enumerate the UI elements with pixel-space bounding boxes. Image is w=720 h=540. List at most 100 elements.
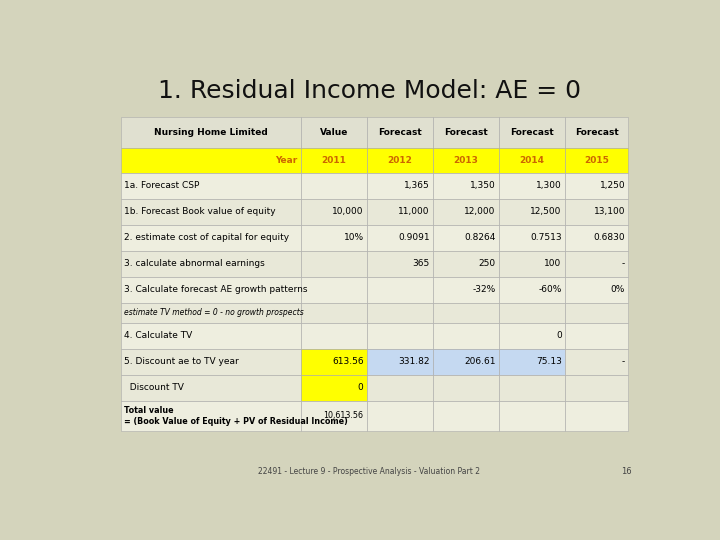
FancyBboxPatch shape xyxy=(433,401,499,431)
Text: Forecast: Forecast xyxy=(378,128,422,137)
FancyBboxPatch shape xyxy=(499,173,565,199)
FancyBboxPatch shape xyxy=(565,225,629,251)
FancyBboxPatch shape xyxy=(565,375,629,401)
FancyBboxPatch shape xyxy=(565,323,629,349)
Text: 100: 100 xyxy=(544,259,562,268)
FancyBboxPatch shape xyxy=(301,349,367,375)
Text: estimate TV method = 0 - no growth prospects: estimate TV method = 0 - no growth prosp… xyxy=(124,308,304,318)
FancyBboxPatch shape xyxy=(565,173,629,199)
FancyBboxPatch shape xyxy=(121,375,301,401)
FancyBboxPatch shape xyxy=(367,401,433,431)
Text: 2. estimate cost of capital for equity: 2. estimate cost of capital for equity xyxy=(124,233,289,242)
FancyBboxPatch shape xyxy=(433,277,499,303)
Text: Total value
= (Book Value of Equity + PV of Residual Income): Total value = (Book Value of Equity + PV… xyxy=(124,406,348,426)
FancyBboxPatch shape xyxy=(367,173,433,199)
Text: 2015: 2015 xyxy=(585,156,609,165)
FancyBboxPatch shape xyxy=(499,277,565,303)
Text: 0.6830: 0.6830 xyxy=(593,233,625,242)
Text: 206.61: 206.61 xyxy=(464,357,495,366)
Text: 250: 250 xyxy=(479,259,495,268)
Text: 22491 - Lecture 9 - Prospective Analysis - Valuation Part 2: 22491 - Lecture 9 - Prospective Analysis… xyxy=(258,467,480,476)
FancyBboxPatch shape xyxy=(433,173,499,199)
FancyBboxPatch shape xyxy=(121,323,301,349)
Text: 10%: 10% xyxy=(343,233,364,242)
FancyBboxPatch shape xyxy=(121,303,301,323)
Text: 1,300: 1,300 xyxy=(536,181,562,191)
FancyBboxPatch shape xyxy=(367,375,433,401)
FancyBboxPatch shape xyxy=(499,199,565,225)
FancyBboxPatch shape xyxy=(367,225,433,251)
FancyBboxPatch shape xyxy=(499,251,565,277)
FancyBboxPatch shape xyxy=(301,251,367,277)
Text: -32%: -32% xyxy=(472,285,495,294)
Text: 4. Calculate TV: 4. Calculate TV xyxy=(124,332,192,340)
Text: 3. Calculate forecast AE growth patterns: 3. Calculate forecast AE growth patterns xyxy=(124,285,307,294)
Text: 11,000: 11,000 xyxy=(398,207,430,217)
FancyBboxPatch shape xyxy=(433,323,499,349)
FancyBboxPatch shape xyxy=(301,199,367,225)
Text: Value: Value xyxy=(320,128,348,137)
Text: 1. Residual Income Model: AE = 0: 1. Residual Income Model: AE = 0 xyxy=(158,79,580,103)
Text: 3. calculate abnormal earnings: 3. calculate abnormal earnings xyxy=(124,259,265,268)
FancyBboxPatch shape xyxy=(367,117,433,148)
FancyBboxPatch shape xyxy=(301,277,367,303)
Text: 16: 16 xyxy=(621,467,631,476)
FancyBboxPatch shape xyxy=(565,251,629,277)
Text: 1,350: 1,350 xyxy=(470,181,495,191)
Text: 613.56: 613.56 xyxy=(332,357,364,366)
FancyBboxPatch shape xyxy=(433,117,499,148)
Text: Forecast: Forecast xyxy=(444,128,488,137)
FancyBboxPatch shape xyxy=(499,323,565,349)
FancyBboxPatch shape xyxy=(367,277,433,303)
Text: -: - xyxy=(622,357,625,366)
Text: 5. Discount ae to TV year: 5. Discount ae to TV year xyxy=(124,357,239,366)
Text: -60%: -60% xyxy=(539,285,562,294)
FancyBboxPatch shape xyxy=(121,199,301,225)
Text: -: - xyxy=(622,259,625,268)
FancyBboxPatch shape xyxy=(121,401,301,431)
FancyBboxPatch shape xyxy=(301,225,367,251)
FancyBboxPatch shape xyxy=(433,148,499,173)
FancyBboxPatch shape xyxy=(499,349,565,375)
FancyBboxPatch shape xyxy=(565,401,629,431)
FancyBboxPatch shape xyxy=(499,225,565,251)
Text: 365: 365 xyxy=(413,259,430,268)
Text: 12,500: 12,500 xyxy=(530,207,562,217)
FancyBboxPatch shape xyxy=(367,349,433,375)
Text: 12,000: 12,000 xyxy=(464,207,495,217)
FancyBboxPatch shape xyxy=(499,303,565,323)
Text: 2013: 2013 xyxy=(454,156,478,165)
Text: 2012: 2012 xyxy=(387,156,413,165)
FancyBboxPatch shape xyxy=(565,148,629,173)
FancyBboxPatch shape xyxy=(565,349,629,375)
Text: 1b. Forecast Book value of equity: 1b. Forecast Book value of equity xyxy=(124,207,276,217)
FancyBboxPatch shape xyxy=(433,375,499,401)
Text: 0%: 0% xyxy=(611,285,625,294)
FancyBboxPatch shape xyxy=(565,117,629,148)
Text: Discount TV: Discount TV xyxy=(124,383,184,392)
FancyBboxPatch shape xyxy=(301,173,367,199)
FancyBboxPatch shape xyxy=(499,375,565,401)
Text: 331.82: 331.82 xyxy=(398,357,430,366)
FancyBboxPatch shape xyxy=(121,173,301,199)
Text: Forecast: Forecast xyxy=(575,128,618,137)
FancyBboxPatch shape xyxy=(367,303,433,323)
FancyBboxPatch shape xyxy=(367,251,433,277)
FancyBboxPatch shape xyxy=(301,323,367,349)
Text: 0: 0 xyxy=(556,332,562,340)
FancyBboxPatch shape xyxy=(499,148,565,173)
FancyBboxPatch shape xyxy=(367,199,433,225)
FancyBboxPatch shape xyxy=(367,323,433,349)
FancyBboxPatch shape xyxy=(121,225,301,251)
Text: 1,250: 1,250 xyxy=(600,181,625,191)
FancyBboxPatch shape xyxy=(499,117,565,148)
Text: 0.9091: 0.9091 xyxy=(398,233,430,242)
FancyBboxPatch shape xyxy=(121,349,301,375)
FancyBboxPatch shape xyxy=(433,349,499,375)
Text: 10,000: 10,000 xyxy=(332,207,364,217)
FancyBboxPatch shape xyxy=(301,401,367,431)
Text: 0: 0 xyxy=(358,383,364,392)
FancyBboxPatch shape xyxy=(301,148,367,173)
FancyBboxPatch shape xyxy=(301,375,367,401)
Text: 2011: 2011 xyxy=(322,156,346,165)
